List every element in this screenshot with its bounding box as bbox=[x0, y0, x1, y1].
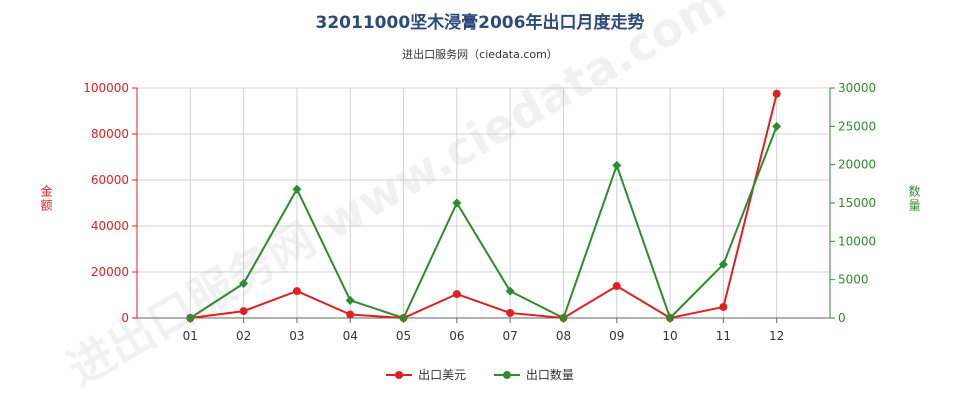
data-point-usd bbox=[239, 307, 248, 316]
x-tick-label: 01 bbox=[183, 329, 198, 343]
legend-swatch-usd bbox=[386, 370, 413, 380]
data-point-usd bbox=[772, 89, 781, 98]
x-tick-label: 05 bbox=[396, 329, 411, 343]
y-tick-label-right: 10000 bbox=[838, 234, 876, 248]
data-point-qty bbox=[345, 295, 355, 305]
data-point-qty bbox=[292, 184, 302, 194]
y-tick-label-right: 15000 bbox=[838, 196, 876, 210]
data-point-qty bbox=[185, 313, 195, 323]
data-point-usd bbox=[612, 282, 621, 291]
data-point-usd bbox=[506, 308, 515, 317]
data-point-qty bbox=[772, 121, 782, 131]
y-tick-label-left: 0 bbox=[121, 311, 129, 325]
data-point-usd bbox=[292, 287, 301, 296]
x-tick-label: 11 bbox=[716, 329, 731, 343]
data-point-usd bbox=[346, 310, 355, 319]
data-point-qty bbox=[452, 198, 462, 208]
y-tick-label-right: 20000 bbox=[838, 158, 876, 172]
data-point-qty bbox=[665, 313, 675, 323]
x-tick-label: 09 bbox=[609, 329, 624, 343]
data-point-qty bbox=[612, 160, 622, 170]
series-line-usd bbox=[190, 93, 778, 320]
x-tick-label: 08 bbox=[556, 329, 571, 343]
data-point-qty bbox=[558, 313, 568, 323]
y-axis-right-label: 数量 bbox=[907, 185, 921, 213]
x-tick-label: 12 bbox=[769, 329, 784, 343]
legend-label-usd: 出口美元 bbox=[418, 368, 467, 382]
x-tick-label: 06 bbox=[449, 329, 464, 343]
x-tick-label: 07 bbox=[503, 329, 518, 343]
data-point-qty bbox=[239, 279, 249, 288]
y-tick-label-right: 0 bbox=[838, 311, 846, 325]
data-point-qty bbox=[399, 313, 409, 323]
x-tick-label: 03 bbox=[289, 329, 304, 343]
chart-title: 32011000坚木浸膏2006年出口月度走势 bbox=[315, 13, 645, 33]
x-tick-label: 10 bbox=[662, 329, 677, 343]
y-tick-label-right: 5000 bbox=[838, 273, 869, 287]
legend-item-qty: 出口数量 bbox=[493, 366, 574, 383]
data-point-usd bbox=[719, 302, 728, 311]
y-tick-label-right: 25000 bbox=[838, 119, 876, 133]
series-line-qty bbox=[189, 125, 778, 320]
legend: 出口美元 出口数量 bbox=[0, 366, 960, 383]
chart-subtitle: 进出口服务网（ciedata.com） bbox=[402, 48, 558, 61]
data-point-qty bbox=[718, 259, 728, 269]
legend-item-usd: 出口美元 bbox=[386, 366, 466, 383]
y-tick-label-left: 100000 bbox=[83, 81, 129, 95]
y-tick-label-left: 60000 bbox=[91, 173, 129, 187]
legend-label-qty: 出口数量 bbox=[525, 368, 574, 382]
y-tick-label-right: 30000 bbox=[838, 81, 876, 95]
data-point-usd bbox=[452, 290, 461, 299]
x-tick-label: 04 bbox=[343, 329, 358, 343]
x-tick-label: 02 bbox=[236, 329, 251, 343]
y-tick-label-left: 40000 bbox=[91, 219, 129, 233]
legend-swatch-qty bbox=[493, 370, 520, 380]
data-point-qty bbox=[505, 286, 515, 296]
y-axis-left-label: 金额 bbox=[39, 185, 53, 213]
y-tick-label-left: 80000 bbox=[91, 127, 129, 141]
y-tick-label-left: 20000 bbox=[91, 265, 129, 279]
